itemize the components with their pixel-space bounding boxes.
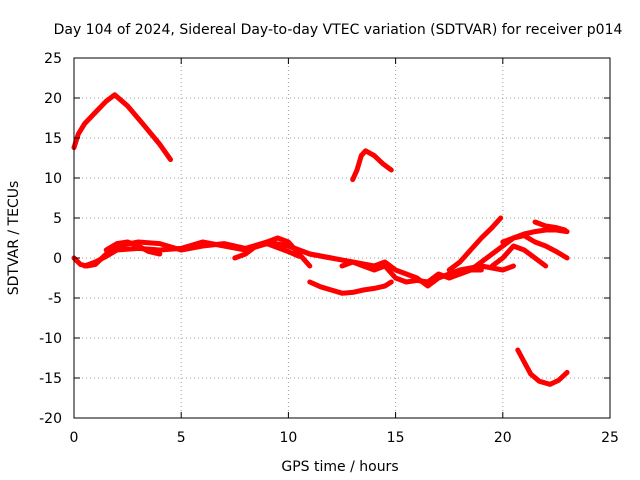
series-arc-15	[515, 347, 570, 387]
series-arc-7	[307, 279, 394, 296]
y-tick-label: -10	[39, 331, 62, 347]
series-arc-2	[350, 148, 394, 183]
y-tick-label: 0	[53, 251, 62, 267]
y-tick-label: 25	[44, 51, 62, 67]
series-arc-13	[500, 233, 570, 261]
x-tick-label: 25	[601, 430, 619, 446]
x-axis-label: GPS time / hours	[281, 459, 398, 475]
x-tick-label: 5	[177, 430, 186, 446]
y-tick-label: -15	[39, 371, 62, 387]
series-arc-1	[71, 92, 173, 163]
y-tick-label: -20	[39, 411, 62, 427]
x-tick-label: 0	[70, 430, 79, 446]
x-tick-label: 20	[494, 430, 512, 446]
y-tick-label: 15	[44, 131, 62, 147]
axis-ticks: 0 5 10 15 20 25 -20 -15 -10 -5 0 5 10 15 20 25	[39, 51, 619, 446]
plot-frame	[73, 57, 611, 419]
y-tick-label: 20	[44, 91, 62, 107]
series-arc-12	[489, 243, 549, 269]
chart-title: Day 104 of 2024, Sidereal Day-to-day VTE…	[54, 22, 623, 38]
y-tick-label: -5	[48, 291, 62, 307]
y-tick-label: 5	[53, 211, 62, 227]
x-tick-label: 15	[387, 430, 405, 446]
series-arc-5	[103, 239, 163, 257]
y-axis-label: SDTVAR / TECUs	[6, 181, 22, 296]
series-arc-10	[446, 215, 504, 273]
y-tick-label: 10	[44, 171, 62, 187]
plot-area	[71, 92, 570, 387]
series-arc-14	[532, 219, 568, 233]
x-tick-label: 10	[279, 430, 297, 446]
